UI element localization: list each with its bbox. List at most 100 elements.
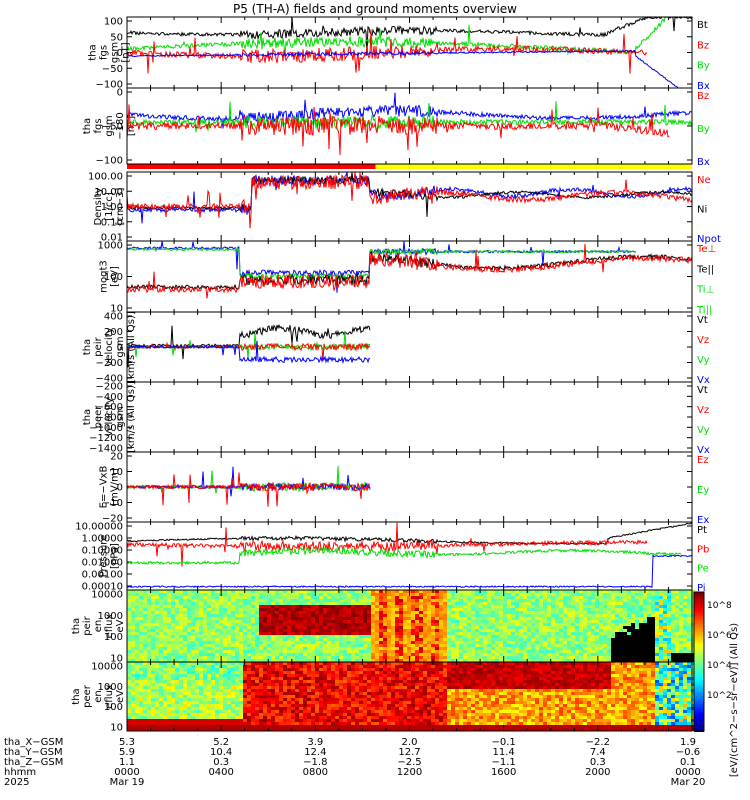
heat-cell [323, 602, 327, 605]
heat-cell [263, 665, 267, 668]
heat-cell [403, 596, 407, 599]
heat-cell [319, 593, 323, 596]
heat-cell [411, 641, 415, 644]
heat-cell [287, 716, 291, 719]
heat-cell [423, 656, 427, 659]
heat-cell [143, 728, 147, 731]
heat-cell [475, 596, 479, 599]
heat-cell [323, 638, 327, 641]
heat-cell [331, 674, 335, 677]
heat-cell [179, 680, 183, 683]
heat-cell [183, 602, 187, 605]
heat-cell [463, 656, 467, 659]
heat-cell [247, 719, 251, 722]
heat-cell [287, 692, 291, 695]
heat-cell [419, 644, 423, 647]
heat-cell [459, 650, 463, 653]
heat-cell [347, 728, 351, 731]
heat-cell [191, 701, 195, 704]
heat-cell [559, 647, 563, 650]
heat-cell [155, 656, 159, 659]
heat-cell [359, 593, 363, 596]
heat-cell [159, 716, 163, 719]
heat-cell [519, 638, 523, 641]
heat-cell [247, 710, 251, 713]
heat-cell [411, 626, 415, 629]
heat-cell [375, 641, 379, 644]
heat-cell [459, 632, 463, 635]
y-tick-label: −200 [96, 358, 123, 369]
heat-cell [467, 650, 471, 653]
heat-cell [347, 683, 351, 686]
heat-cell [615, 617, 619, 620]
heat-cell [571, 632, 575, 635]
heat-cell [167, 674, 171, 677]
heat-cell [319, 683, 323, 686]
heat-cell [563, 605, 567, 608]
heat-cell [343, 725, 347, 728]
heat-cell [207, 677, 211, 680]
heat-cell [335, 695, 339, 698]
heat-cell [343, 617, 347, 620]
heat-cell [295, 713, 299, 716]
heat-cell [523, 593, 527, 596]
heat-cell [415, 614, 419, 617]
heat-cell [351, 653, 355, 656]
heat-cell [647, 611, 651, 614]
heat-cell [315, 698, 319, 701]
heat-cell [287, 611, 291, 614]
heat-cell [451, 614, 455, 617]
heat-cell [323, 692, 327, 695]
heat-cell [295, 641, 299, 644]
heat-cell [203, 623, 207, 626]
heat-cell [215, 677, 219, 680]
heat-cell [575, 650, 579, 653]
heat-cell [207, 689, 211, 692]
heat-cell [231, 638, 235, 641]
heat-cell [659, 617, 663, 620]
heat-cell [327, 728, 331, 731]
heat-cell [303, 611, 307, 614]
heat-cell [687, 638, 691, 641]
heat-cell [279, 725, 283, 728]
heat-cell [511, 611, 515, 614]
heat-cell [143, 605, 147, 608]
heat-cell [131, 647, 135, 650]
heat-cell [455, 629, 459, 632]
heat-cell [315, 662, 319, 665]
heat-cell [327, 683, 331, 686]
heat-cell [163, 665, 167, 668]
heat-cell [399, 623, 403, 626]
heat-cell [355, 617, 359, 620]
heat-cell [323, 632, 327, 635]
heat-cell [215, 662, 219, 665]
heat-cell [171, 596, 175, 599]
heat-cell [207, 668, 211, 671]
heat-cell [195, 617, 199, 620]
heat-cell [583, 629, 587, 632]
heat-cell [447, 599, 451, 602]
heat-cell [599, 605, 603, 608]
heat-cell [439, 644, 443, 647]
heat-cell [307, 710, 311, 713]
heat-cell [219, 617, 223, 620]
heat-cell [399, 632, 403, 635]
heat-cell [639, 653, 643, 656]
heat-cell [291, 635, 295, 638]
heat-cell [563, 599, 567, 602]
heat-cell [579, 623, 583, 626]
heat-cell [231, 635, 235, 638]
heat-cell [487, 641, 491, 644]
heat-cell [655, 647, 659, 650]
heat-cell [415, 596, 419, 599]
heat-cell [515, 626, 519, 629]
heat-cell [155, 626, 159, 629]
heat-cell [227, 629, 231, 632]
heat-cell [207, 593, 211, 596]
heat-cell [355, 590, 359, 593]
heat-cell [387, 623, 391, 626]
heat-cell [567, 614, 571, 617]
heat-cell [315, 614, 319, 617]
heat-cell [175, 611, 179, 614]
heat-cell [623, 659, 627, 662]
